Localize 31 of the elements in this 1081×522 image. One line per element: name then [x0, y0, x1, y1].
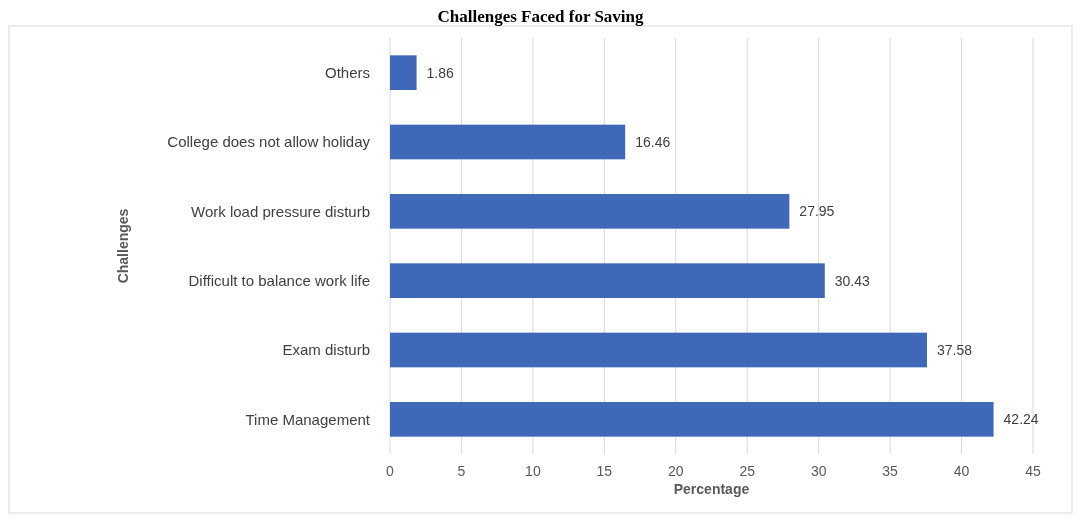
x-tick-label: 20 — [667, 463, 684, 479]
data-label: 1.86 — [426, 64, 455, 81]
y-tick-label: Difficult to balance work life — [188, 271, 370, 289]
x-tick-label: 0 — [386, 463, 395, 479]
y-tick-label: Work load pressure disturb — [191, 202, 370, 220]
y-tick-label: Time Management — [245, 410, 371, 428]
x-tick-label: 45 — [1025, 463, 1041, 479]
y-tick-label: Exam disturb — [282, 341, 370, 359]
x-tick-label: 40 — [953, 463, 970, 479]
x-tick-label: 35 — [882, 463, 899, 479]
y-tick-label: Others — [324, 63, 370, 81]
data-label: 16.46 — [635, 133, 671, 150]
x-tick-label: 5 — [457, 463, 466, 479]
x-tick-label: 25 — [739, 463, 756, 479]
data-label: 30.43 — [834, 272, 871, 289]
bar — [390, 194, 790, 229]
data-label: 27.95 — [799, 203, 835, 220]
x-tick-label: 30 — [810, 463, 827, 479]
bar — [390, 332, 927, 368]
y-tick-label: College does not allow holiday — [167, 133, 371, 151]
chart-title: Challenges Faced for Saving — [437, 7, 645, 26]
x-tick-label: 10 — [525, 463, 541, 479]
bar — [390, 55, 417, 90]
data-label: 37.58 — [936, 341, 973, 358]
data-label: 42.24 — [1003, 411, 1039, 428]
y-axis-title: Challenges — [115, 208, 131, 284]
bar — [390, 402, 994, 437]
bar — [390, 124, 626, 160]
bar — [390, 263, 825, 298]
x-tick-label: 15 — [596, 463, 613, 479]
x-axis-title: Percentage — [673, 481, 750, 497]
